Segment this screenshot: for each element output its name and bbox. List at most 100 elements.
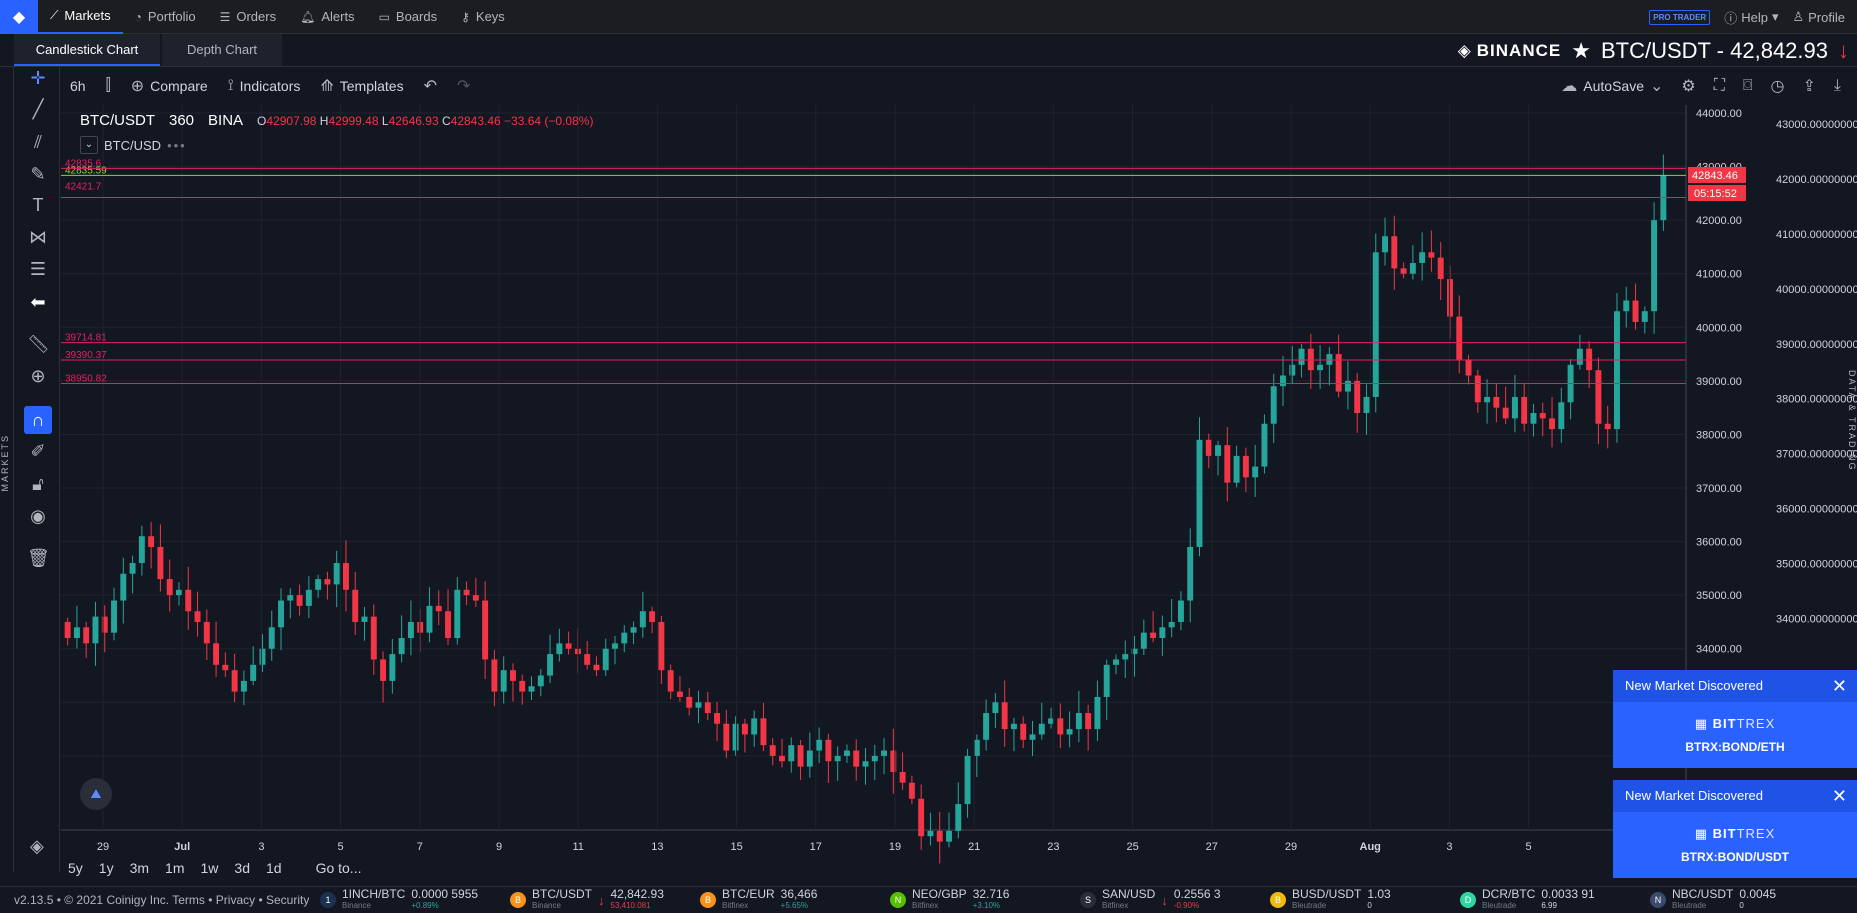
candle [593,664,600,671]
text-icon[interactable]: T [32,195,44,215]
range-1y[interactable]: 1y [98,860,114,876]
ticker-item[interactable]: S SAN/USD Bitfinex ↓ 0.2556 3 -0.90% [1080,888,1270,911]
trash-icon[interactable]: 🗑︎ [27,548,50,568]
candle [324,579,331,585]
arrow-left-icon[interactable]: ⬅ [30,292,46,312]
range-5y[interactable]: 5y [68,860,83,876]
candlestick-chart[interactable]: 44000.0043000.0042000.0041000.0040000.00… [61,105,1857,870]
fib-icon[interactable]: ☰ [29,259,47,279]
ticker-item[interactable]: N NEO/GBP Bitfinex 32.716 +3.10% [890,888,1080,911]
compare-button[interactable]: ⊕ Compare [130,78,208,95]
more-options-icon[interactable]: ••• [167,137,187,153]
chart-toolbar: 6h ⫿ ⊕ Compare ⟟ Indicators ⟰ Templates ↶ ↷… [60,67,1857,105]
toast-new-market[interactable]: New Market Discovered ✕ ▦ BITTREX BTRX:BO… [1613,670,1857,768]
unlock-icon[interactable]: 🔓︎ [32,474,44,494]
ticker-item[interactable]: D DCR/BTC Bleutrade 0.0033 91 6.99 [1460,888,1650,911]
redo-button[interactable]: ↷ [447,67,480,105]
nav-markets[interactable]: ⟋ Markets [38,0,123,34]
interval-selector[interactable]: 6h [70,78,86,94]
goto-date-button[interactable]: Go to... [315,860,362,876]
candle [1103,664,1110,697]
toast-new-market[interactable]: New Market Discovered ✕ ▦ BITTREX BTRX:BO… [1613,780,1857,878]
nav-alerts[interactable]: 🔔︎ Alerts [300,9,355,24]
nav-orders[interactable]: ☰ Orders [219,9,277,24]
candle [1057,718,1064,735]
eye-icon[interactable]: ◉ [30,506,46,526]
candle [185,589,192,612]
markets-side-panel[interactable]: MARKETS [0,34,14,872]
range-3d[interactable]: 3d [234,860,250,876]
nav-portfolio[interactable]: ◔ Portfolio [134,9,196,24]
fullscreen-icon[interactable]: ⛶ [1713,77,1725,94]
indicators-button[interactable]: ⟟ Indicators [227,77,301,94]
chart-type-button[interactable]: ⫿ [96,67,121,105]
legend-ohlc: O42907.98 H42999.48 L42646.93 C42843.46 … [257,114,594,128]
camera-icon[interactable]: ⌼ [1742,77,1753,94]
pitchfork-icon[interactable]: ⫽ [33,132,43,152]
candle [1651,220,1658,312]
range-3m[interactable]: 3m [129,860,150,876]
download-icon[interactable]: ⤓ [1833,77,1841,94]
crosshair-icon[interactable]: ✛ [30,68,46,88]
tradingview-logo-icon[interactable]: ⛰ [80,778,112,810]
settings-gear-icon[interactable]: ⚙ [1681,78,1696,95]
tab-depth-chart[interactable]: Depth Chart [162,34,282,66]
candle [1075,713,1082,730]
help-menu[interactable]: ⓘ Help ▾ [1724,9,1779,26]
footer-copyright[interactable]: v2.13.5 • © 2021 Coinigy Inc. Terms • Pr… [14,893,310,907]
collapse-legend-icon[interactable]: ⌄ [80,136,98,154]
trend-line-icon[interactable]: ╱ [32,99,44,119]
undo-button[interactable]: ↶ [414,67,447,105]
tab-candlestick-chart[interactable]: Candlestick Chart [14,34,160,66]
autosave-button[interactable]: ☁ AutoSave ⌄ [1561,78,1664,95]
ticker-item[interactable]: B BTC/EUR Bitfinex 36,466 +5.65% [700,888,890,911]
candle [621,632,628,644]
brush-icon[interactable]: ✎ [30,164,46,184]
chart-svg[interactable]: 44000.0043000.0042000.0041000.0040000.00… [61,105,1857,870]
profile-menu[interactable]: ♙ Profile [1792,9,1845,25]
candle [1159,627,1166,639]
range-1w[interactable]: 1w [200,860,219,876]
lock-drawing-icon[interactable]: ✐ [30,441,46,461]
markets-side-label[interactable]: MARKETS [0,434,10,492]
range-1d[interactable]: 1d [265,860,282,876]
favorite-star-icon[interactable]: ★ [1571,38,1591,63]
close-icon[interactable]: ✕ [1831,676,1847,696]
layers-icon[interactable]: ◈ [30,836,44,856]
candle [936,830,943,842]
candle [213,643,220,665]
nav-keys[interactable]: ⚷ Keys [461,9,505,24]
pattern-icon[interactable]: ⋈ [29,227,47,247]
candle [908,782,915,799]
candle [1150,632,1157,639]
candle [342,563,349,590]
coin-icon: B [1270,892,1286,908]
x-tick-label: 7 [417,841,423,853]
upload-icon[interactable]: ⇪ [1802,78,1816,95]
candle [1261,423,1268,467]
coinigy-logo[interactable]: ◆ [0,0,38,34]
magnet-icon[interactable]: ∩ [24,406,52,434]
ticker-item[interactable]: B BTC/USDT Binance ↓ 42,842.93 53,410.081 [510,888,700,911]
ticker-item[interactable]: B BUSD/USDT Bleutrade 1.03 0 [1270,888,1460,911]
range-1m[interactable]: 1m [165,860,185,876]
toast-title: New Market Discovered [1625,678,1763,693]
data-trading-side-label[interactable]: DATA & TRADING [1847,370,1857,472]
templates-button[interactable]: ⟰ Templates [320,78,404,95]
timer-icon[interactable]: ◷ [1770,78,1785,95]
candle [278,600,284,628]
ticker-price: 0.0000 5955 [411,887,479,901]
y-tick-label: 40000.00 [1696,322,1742,334]
ticker-change: 53,410.081 [610,901,651,910]
zoom-in-icon[interactable]: ⊕ [30,366,46,386]
ticker-item[interactable]: 1 1INCH/BTC Binance 0.0000 5955 +0.89% [320,887,510,911]
pro-trader-badge[interactable]: PRO TRADER [1649,9,1711,25]
candle [231,670,238,692]
close-icon[interactable]: ✕ [1831,786,1847,806]
ruler-icon[interactable]: 📏︎ [27,334,50,354]
down-arrow-icon: ↓ [598,892,605,908]
candles-icon: ⫿ [105,77,111,94]
ticker-item[interactable]: N NBC/USDT Bleutrade 0.0045 0 [1650,888,1840,911]
range-selector: 5y 1y 3m 1m 1w 3d 1d Go to... [60,856,369,880]
nav-boards[interactable]: ▭ Boards [378,9,438,24]
